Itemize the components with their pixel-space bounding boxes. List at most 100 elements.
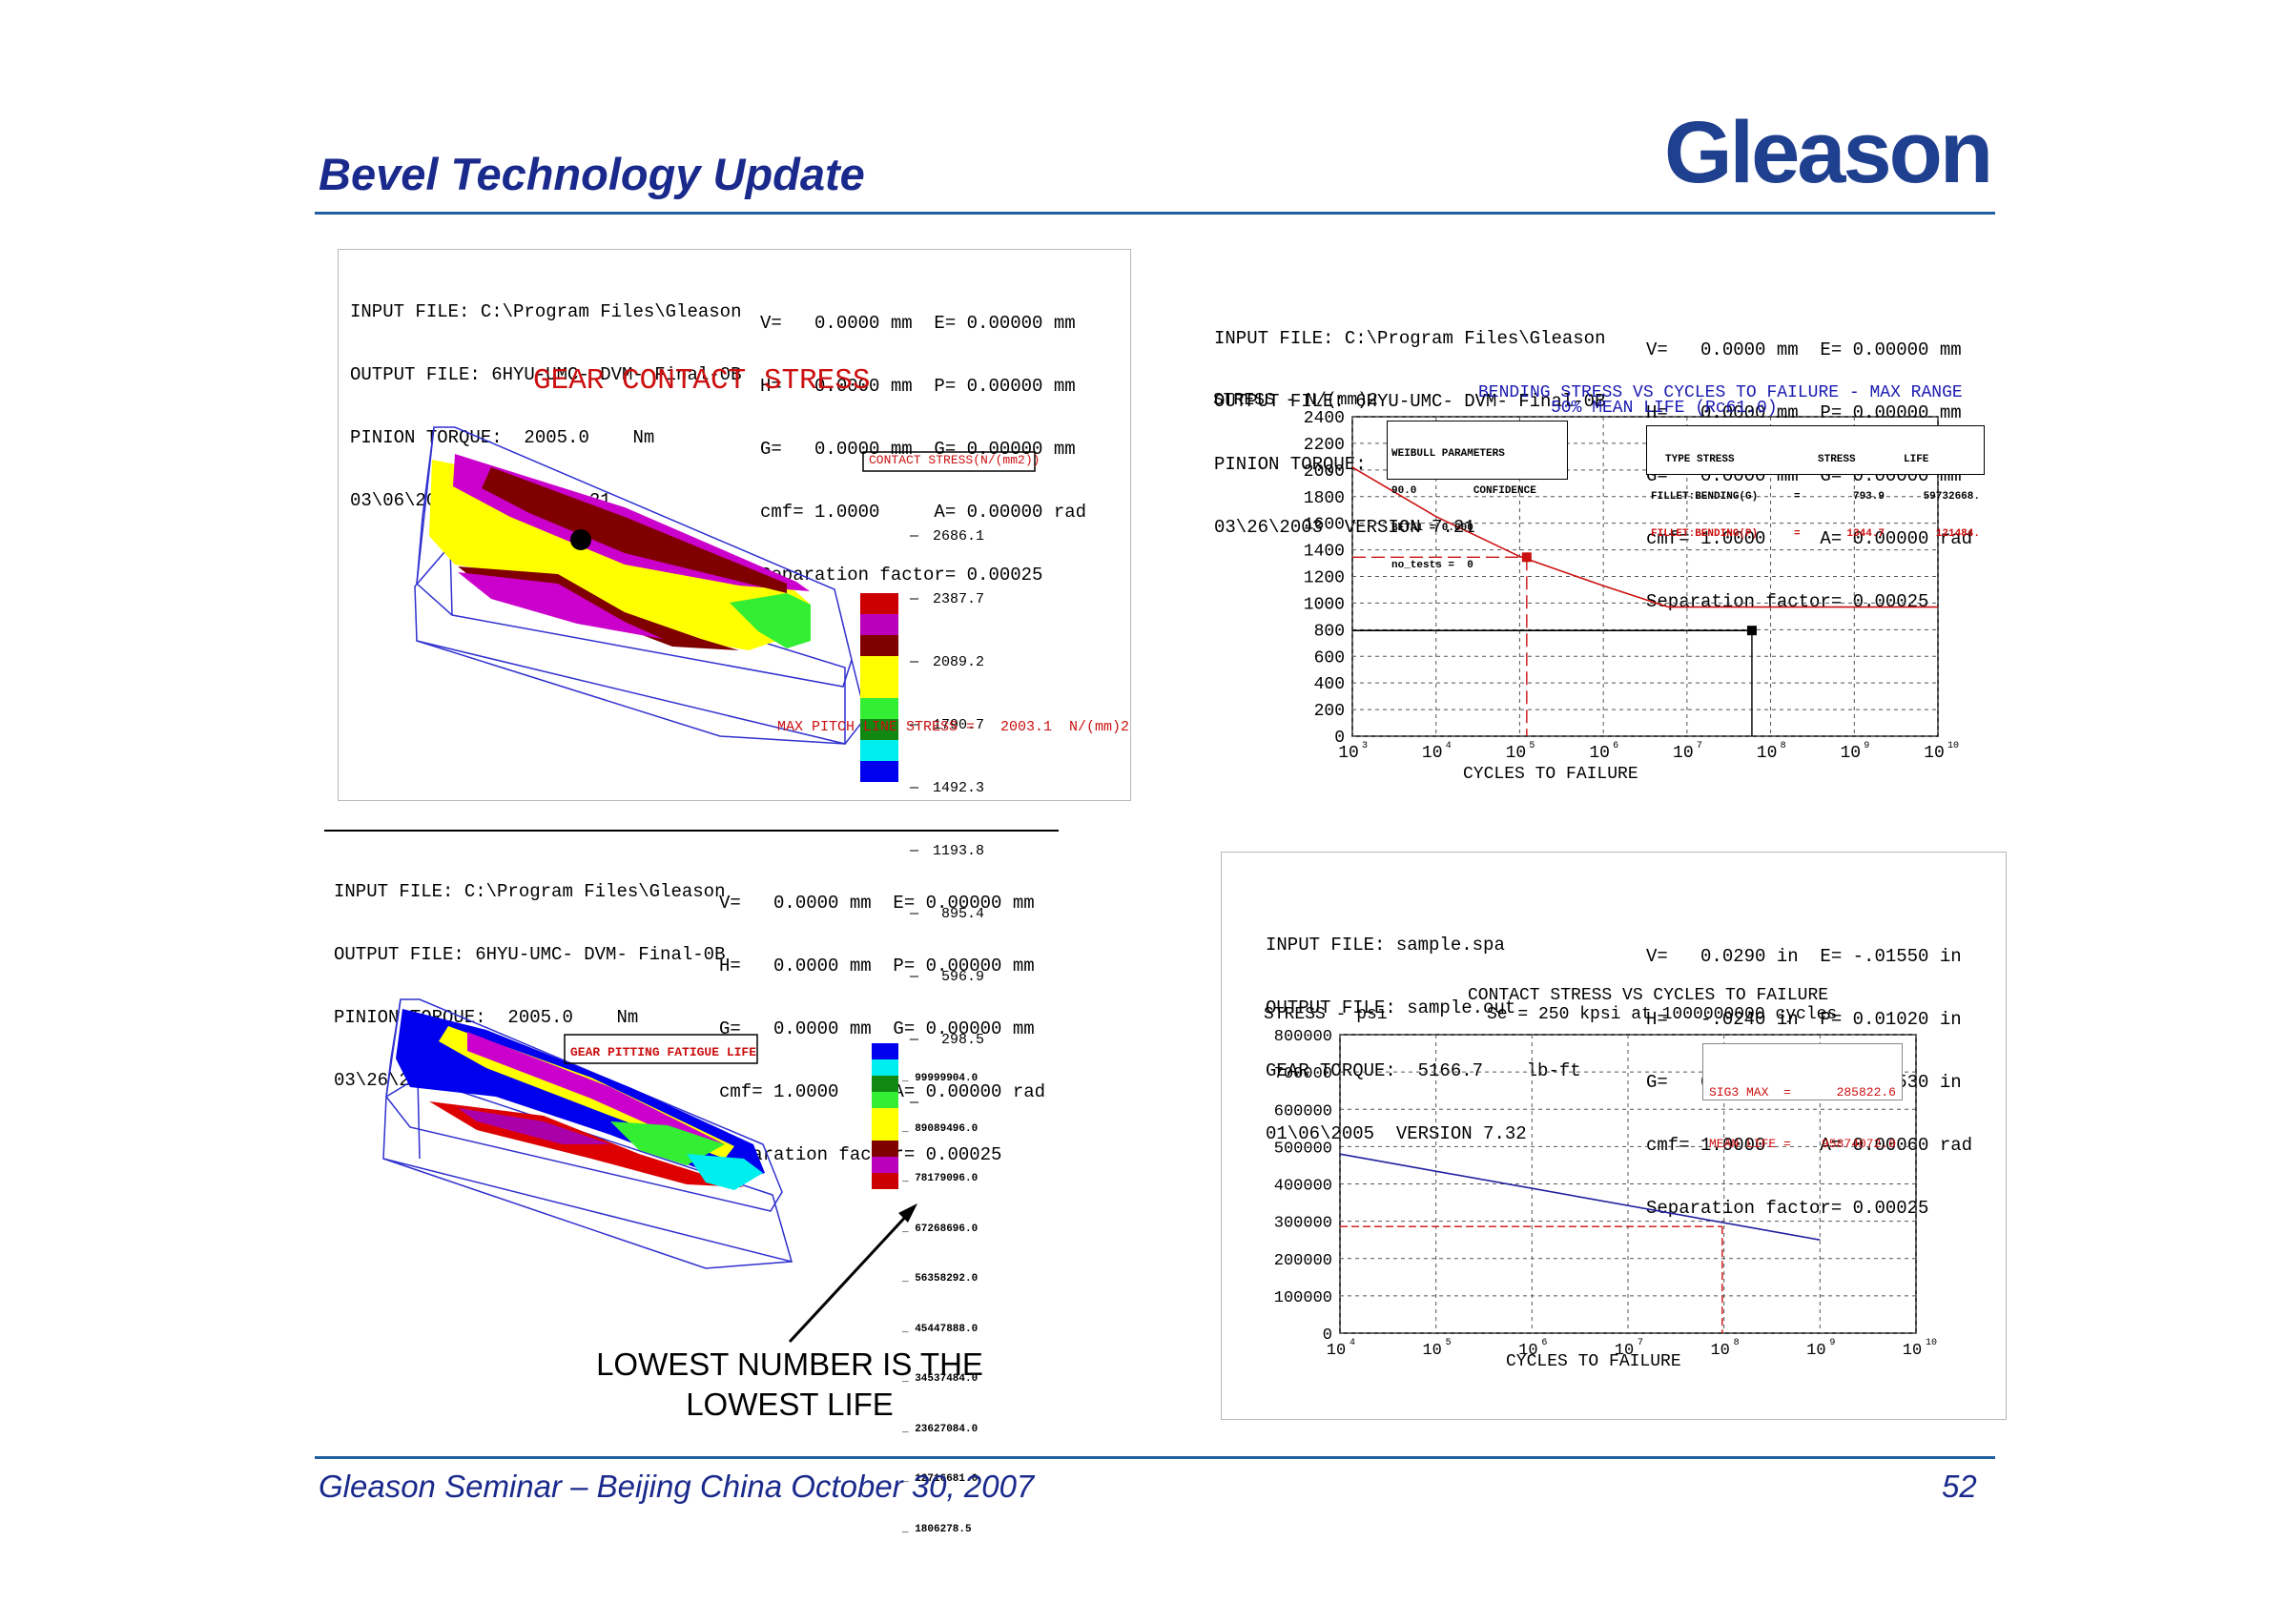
- x-tick-label: 10: [1338, 744, 1359, 763]
- legend-value: —: [910, 1095, 919, 1111]
- param-line: H= 0.0000 mm P= 0.00000 mm: [760, 376, 1076, 397]
- header-line: INPUT FILE: C:\Program Files\Gleason: [350, 301, 742, 322]
- weibull-line: BETA1 = 0.000: [1391, 523, 1473, 534]
- x-tick-exponent: 5: [1446, 1338, 1452, 1348]
- weibull-line: no_tests = 0: [1391, 560, 1473, 571]
- bending-chart-title: BENDING STRESS VS CYCLES TO FAILURE - MA…: [1478, 383, 1963, 402]
- header-line: INPUT FILE: C:\Program Files\Gleason: [1214, 328, 1606, 349]
- legend-value: _ 67268696.0: [902, 1223, 979, 1235]
- contact-params: V= 0.0000 mm E= 0.00000 mm H= 0.0000 mm …: [760, 271, 1086, 627]
- weibull-parameters-box: WEIBULL PARAMETERS 90.0 CONFIDENCE BETA1…: [1387, 421, 1568, 571]
- stress-life-head: TYPE STRESS STRESS LIFE: [1665, 454, 1929, 465]
- header-line: INPUT FILE: sample.spa: [1266, 935, 1505, 956]
- legend-swatch: [860, 593, 898, 614]
- x-tick-label: 10: [1710, 1342, 1729, 1360]
- y-tick-label: 600000: [1274, 1102, 1332, 1120]
- legend-value: — 895.4: [910, 906, 985, 922]
- x-tick-label: 10: [1903, 1342, 1922, 1360]
- weibull-line: WEIBULL PARAMETERS: [1391, 448, 1505, 460]
- contact-cycles-xlabel: CYCLES TO FAILURE: [1506, 1352, 1681, 1371]
- data-marker: [1746, 626, 1757, 636]
- x-tick-label: 10: [1757, 744, 1778, 763]
- x-tick-label: 10: [1806, 1342, 1825, 1360]
- x-tick-exponent: 10: [1947, 741, 1959, 751]
- bending-stress-panel: INPUT FILE: C:\Program Files\Gleason OUT…: [1211, 277, 1993, 811]
- legend-swatch: [872, 1124, 898, 1141]
- contact-pattern-green: [730, 593, 811, 648]
- x-tick-exponent: 9: [1829, 1338, 1835, 1348]
- pitting-green: [610, 1121, 725, 1165]
- y-tick-label: 2000: [1304, 463, 1345, 482]
- pitting-cyan: [687, 1154, 763, 1190]
- tooth-wireframe: [414, 426, 867, 745]
- y-tick-label: 400000: [1274, 1178, 1332, 1196]
- bending-xlabel: CYCLES TO FAILURE: [1463, 765, 1638, 784]
- legend-swatch: [860, 677, 898, 698]
- header-line: GEAR TORQUE: 5166.7 lb-ft: [1266, 1060, 1581, 1081]
- legend-value: — 2089.2: [910, 654, 985, 670]
- page-number: 52: [1942, 1469, 1977, 1504]
- legend-value: _ 78179096.0: [902, 1173, 979, 1184]
- header-line: PINION TORQUE: 2005.0 Nm: [350, 427, 655, 448]
- param-line: V= 0.0290 in E= -.01550 in: [1646, 946, 1962, 967]
- data-marker: [1521, 552, 1532, 563]
- x-tick-label: 10: [1840, 744, 1861, 763]
- contact-stress-panel: INPUT FILE: C:\Program Files\Gleason OUT…: [338, 249, 1131, 1111]
- param-line: V= 0.0000 mm E= 0.00000 mm: [719, 893, 1035, 914]
- y-tick-label: 2400: [1304, 409, 1345, 428]
- x-tick-label: 10: [1518, 1342, 1537, 1360]
- pitting-legend-values: _ 99999904.0 _ 89089496.0 _ 78179096.0 _…: [902, 1038, 978, 1572]
- y-tick-label: 700000: [1274, 1065, 1332, 1083]
- stress-life-row: FILLET:BENDING(P) = 1344.7 121484.: [1651, 528, 1980, 540]
- y-tick-label: 1200: [1304, 569, 1345, 588]
- gear-tooth-contact-plot: [414, 426, 1036, 782]
- x-tick-exponent: 7: [1697, 741, 1702, 751]
- y-tick-label: 2200: [1304, 436, 1345, 455]
- param-line: H= 0.0000 mm P= 0.00000 mm: [719, 956, 1035, 976]
- y-tick-label: 500000: [1274, 1140, 1332, 1158]
- param-line: cmf= 1.0000 A= 0.00000 rad: [1646, 528, 1973, 549]
- pitting-magenta: [467, 1032, 725, 1150]
- legend-swatch: [872, 1141, 898, 1157]
- legend-value: _ 1806278.5: [902, 1523, 972, 1535]
- y-tick-label: 800000: [1274, 1028, 1332, 1046]
- legend-title-box: [564, 1034, 758, 1064]
- x-tick-label: 10: [1615, 1342, 1634, 1360]
- header-line: OUTPUT FILE: 6HYU-UMC- DVM- Final-0B: [350, 364, 742, 385]
- param-line: V= 0.0000 mm E= 0.00000 mm: [760, 313, 1076, 334]
- x-tick-exponent: 3: [1362, 741, 1368, 751]
- legend-value: _ 99999904.0: [902, 1073, 979, 1084]
- y-tick-label: 1000: [1304, 595, 1345, 614]
- legend-swatch: [872, 1059, 898, 1076]
- stress-life-box: TYPE STRESS STRESS LIFE FILLET:BENDING(G) =…: [1646, 425, 1985, 540]
- pitting-legend-title: GEAR PITTING FATIGUE LIFE: [570, 1045, 757, 1059]
- y-tick-label: 1800: [1304, 489, 1345, 508]
- callout-line: LOWEST NUMBER IS THE: [596, 1346, 983, 1382]
- legend-swatch: [860, 761, 898, 782]
- legend-value: — 1790.7: [910, 717, 985, 733]
- gleason-logo: Gleason: [1664, 104, 1993, 201]
- legend-swatch: [872, 1076, 898, 1092]
- sig3-row: MEAN LIFE = 95874072.0: [1709, 1137, 1896, 1151]
- header-line: OUTPUT FILE: 6HYU-UMC- DVM- Final-0B: [334, 944, 726, 965]
- param-line: H= 0.0000 mm P= 0.00000 mm: [1646, 402, 1962, 423]
- pitting-legend-swatches: [872, 1043, 898, 1189]
- x-tick-label: 10: [1506, 744, 1527, 763]
- x-tick-exponent: 7: [1638, 1338, 1643, 1348]
- y-tick-label: 300000: [1274, 1215, 1332, 1233]
- x-tick-exponent: 6: [1541, 1338, 1547, 1348]
- contact-pattern-magenta-lower: [458, 572, 663, 639]
- contact-title: GEAR CONTACT STRESS: [533, 364, 871, 398]
- sample-header: INPUT FILE: sample.spa OUTPUT FILE: samp…: [1266, 893, 1581, 1186]
- legend-title-box: [862, 451, 1036, 472]
- param-line: G= 0.0000 mm G= 0.00000 mm: [760, 439, 1076, 460]
- sig3-row: SIG3 MAX = 285822.6: [1709, 1085, 1896, 1100]
- x-tick-exponent: 8: [1781, 741, 1786, 751]
- legend-swatch: [860, 635, 898, 656]
- y-tick-label: 200: [1314, 702, 1345, 721]
- bending-ylabel: STRESS - N/(mm)2: [1213, 391, 1378, 410]
- legend-value: — 2686.1: [910, 528, 985, 545]
- stress-life-row: FILLET:BENDING(G) = 793.9 59732668.: [1651, 491, 1980, 503]
- x-tick-exponent: 5: [1529, 741, 1535, 751]
- panel-top-rule: [324, 830, 1059, 832]
